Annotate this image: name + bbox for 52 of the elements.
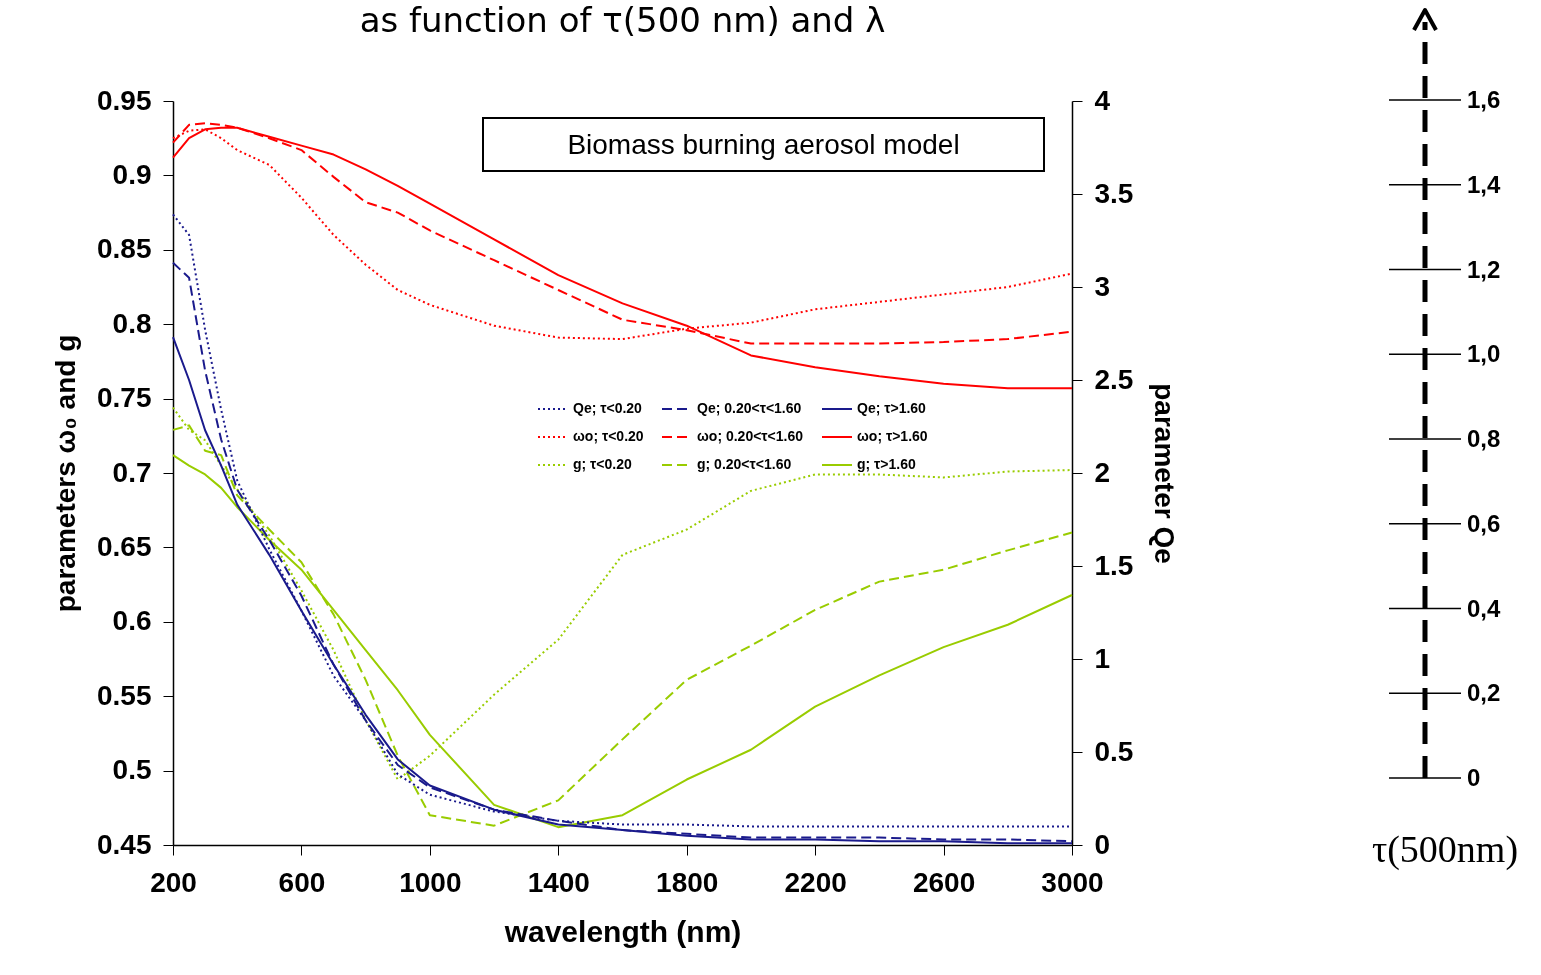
y2-tick-label: 3.5 [1094,177,1134,209]
legend-label: ωo; τ<0.20 [573,428,644,444]
y-tick-label: 0.65 [97,530,152,562]
legend-label: g; τ>1.60 [857,456,916,472]
x-tick-label: 3000 [1041,866,1104,898]
y-tick-label: 0.45 [97,828,152,860]
x-tick-label: 200 [150,866,197,898]
y2-tick-label: 2 [1094,456,1111,488]
text: 1,4 [1467,170,1502,198]
y-tick-label: 0.95 [97,84,152,116]
text: τ(500nm) [1371,828,1519,871]
y-tick-label: 0.9 [112,158,152,190]
legend-label: ωo; τ>1.60 [857,428,928,444]
legend-label: g; τ<0.20 [573,456,632,472]
y-tick-label: 0.75 [97,382,152,414]
y2-tick-label: 3 [1094,270,1111,302]
x-tick-label: 2600 [912,866,976,898]
y2-tick-label: 4 [1094,84,1111,116]
text: 1,0 [1467,340,1501,368]
text: 1,2 [1467,255,1501,283]
y2-tick-label: 1.5 [1094,549,1134,581]
legend-label: ωo; 0.20<τ<1.60 [697,428,804,444]
y2-tick-label: 1 [1094,642,1111,674]
y-axis-title: parameters ω₀ and g [50,334,81,613]
y-tick-label: 0.55 [97,679,152,711]
x-tick-label: 1400 [527,866,590,898]
text: 0 [1467,764,1481,791]
y2-tick-label: 2.5 [1094,363,1134,395]
legend-label: Qe; τ>1.60 [857,400,927,416]
x-axis-title: wavelength (nm) [503,914,742,948]
text: 0,4 [1467,594,1502,622]
legend-label: Qe; 0.20<τ<1.60 [697,400,802,416]
y-tick-label: 0.7 [112,456,152,488]
legend-label: g; 0.20<τ<1.60 [697,456,792,472]
y2-axis-title: parameter Qe [1149,383,1181,564]
x-tick-label: 2200 [784,866,847,898]
y-tick-label: 0.6 [112,605,152,637]
y2-tick-label: 0.5 [1094,735,1134,767]
x-tick-label: 600 [278,866,326,898]
text: 1,6 [1467,86,1501,113]
annotation: Biomass burning aerosol model [482,117,1045,172]
y2-tick-label: 0 [1094,828,1111,860]
text: 0,2 [1467,679,1501,707]
y-tick-label: 0.8 [112,307,152,339]
text: 0,8 [1467,425,1501,452]
y-tick-label: 0.5 [112,754,152,786]
text: 0,6 [1467,509,1501,537]
y-tick-label: 0.85 [97,233,152,265]
chart-title: as function of τ(500 nm) and λ [359,0,886,40]
legend-label: Qe; τ<0.20 [573,400,643,416]
x-tick-label: 1000 [399,866,462,898]
x-tick-label: 1800 [656,866,719,898]
